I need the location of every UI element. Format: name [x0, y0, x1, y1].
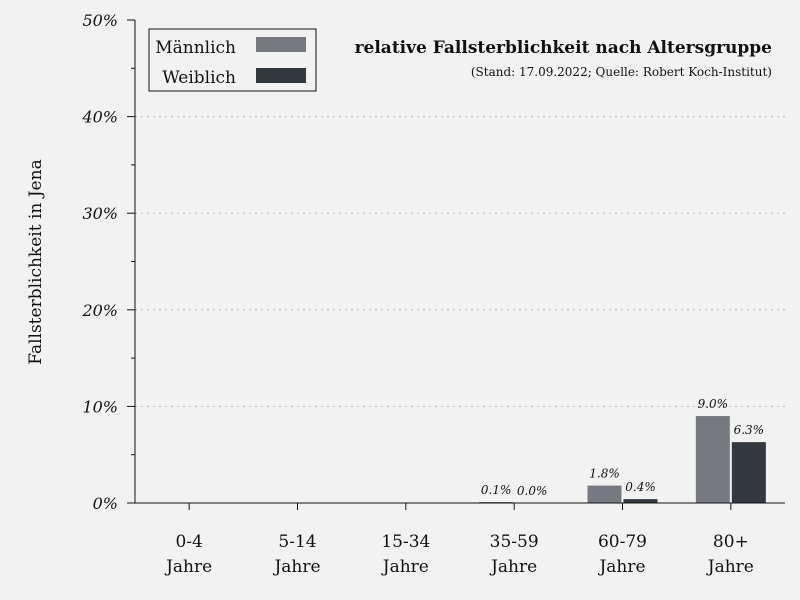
legend: Männlich Weiblich	[148, 28, 317, 92]
chart-title: relative Fallsterblichkeit nach Altersgr…	[355, 38, 773, 58]
x-axis-categories: 0-4 Jahre 5-14 Jahre 15-34 Jahre 35-59 Jahre 60-…	[164, 503, 754, 577]
bar-value-label: 6.3%	[734, 423, 765, 437]
x-category-label: Jahre	[489, 557, 537, 577]
bars: 0.1% 0.0% 1.8% 0.4% 9.0% 6.3%	[479, 397, 766, 503]
y-tick-label: 10%	[82, 397, 118, 416]
x-category-label: 35-59	[490, 532, 539, 552]
x-category-label: Jahre	[164, 557, 212, 577]
bar-männlich	[587, 485, 622, 503]
x-category-label: 5-14	[278, 532, 316, 552]
y-tick-label: 50%	[82, 11, 118, 30]
y-tick-label: 30%	[82, 204, 118, 223]
legend-label-weiblich: Weiblich	[162, 68, 236, 88]
x-category-label: Jahre	[597, 557, 645, 577]
x-category-label: 80+	[713, 532, 749, 552]
bar-weiblich	[623, 499, 658, 503]
chart-subtitle: (Stand: 17.09.2022; Quelle: Robert Koch-…	[471, 65, 772, 79]
legend-swatch-maennlich	[256, 37, 306, 52]
bar-value-label: 0.1%	[481, 483, 512, 497]
x-category-label: 60-79	[598, 532, 647, 552]
legend-swatch-weiblich	[256, 68, 306, 83]
legend-label-maennlich: Männlich	[155, 38, 236, 58]
bar-männlich	[695, 416, 730, 503]
bar-value-label: 0.4%	[625, 480, 656, 494]
bar-value-label: 1.8%	[589, 467, 620, 481]
x-category-label: 15-34	[381, 532, 430, 552]
bar-value-label: 0.0%	[517, 484, 548, 498]
y-axis-ticks: 0% 10% 20% 30% 40% 50%	[81, 11, 135, 513]
y-axis-label: Fallsterblichkeit in Jena	[26, 159, 46, 364]
y-tick-label: 40%	[81, 108, 118, 127]
y-tick-label: 0%	[93, 494, 118, 513]
grid-lines	[135, 116, 785, 407]
x-category-label: Jahre	[381, 557, 429, 577]
x-category-label: Jahre	[272, 557, 320, 577]
x-category-label: 0-4	[175, 532, 202, 552]
bar-value-label: 9.0%	[698, 397, 729, 411]
bar-weiblich	[731, 442, 766, 503]
x-category-label: Jahre	[706, 557, 754, 577]
y-tick-label: 20%	[81, 301, 118, 320]
